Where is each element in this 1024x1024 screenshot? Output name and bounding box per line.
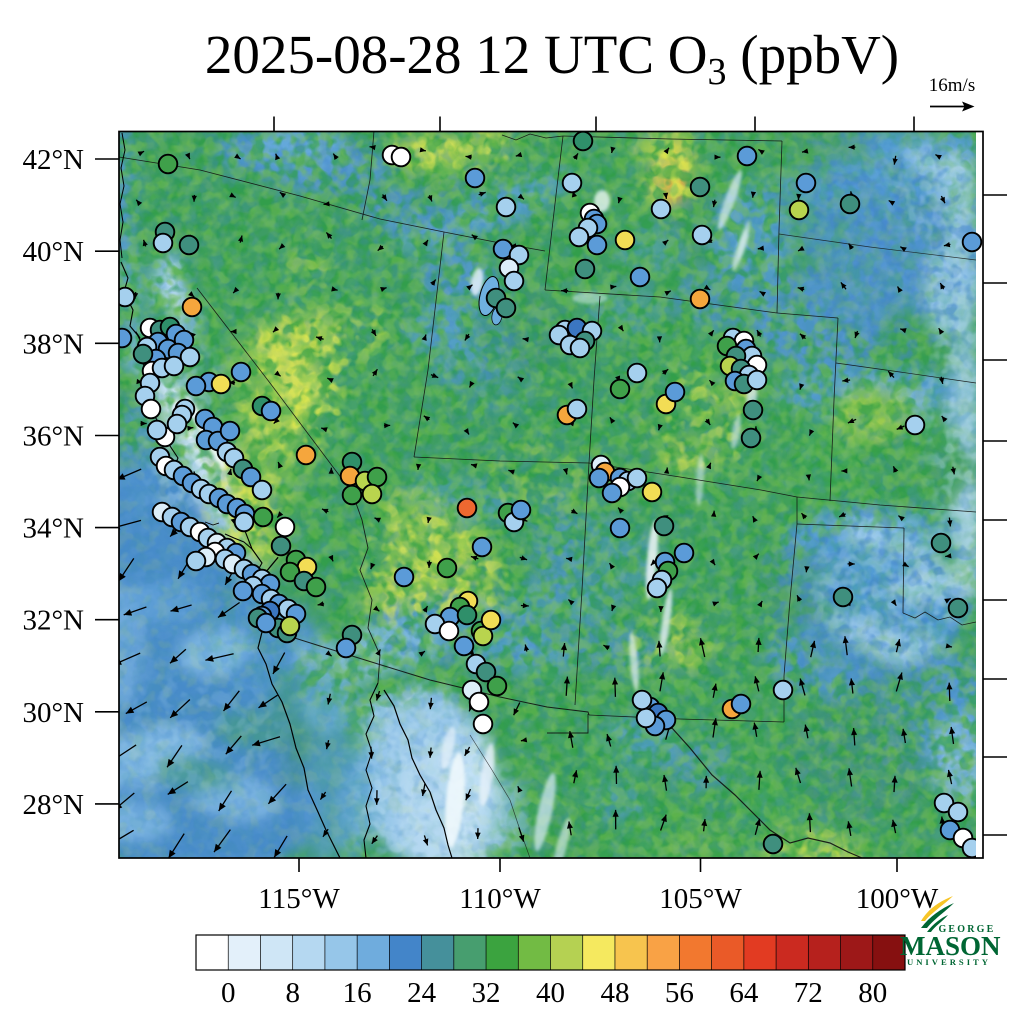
svg-text:UNIVERSITY: UNIVERSITY — [907, 957, 991, 967]
svg-text:105°W: 105°W — [659, 883, 742, 915]
svg-text:40°N: 40°N — [22, 236, 84, 268]
svg-text:72: 72 — [794, 977, 823, 1009]
svg-text:GEORGE: GEORGE — [938, 924, 995, 935]
svg-text:36°N: 36°N — [22, 421, 84, 453]
svg-text:30°N: 30°N — [22, 697, 84, 729]
svg-text:80: 80 — [858, 977, 887, 1009]
svg-text:100°W: 100°W — [856, 883, 939, 915]
svg-text:24: 24 — [407, 977, 437, 1009]
svg-text:0: 0 — [221, 977, 236, 1009]
svg-text:64: 64 — [729, 977, 759, 1009]
svg-text:115°W: 115°W — [258, 883, 340, 915]
svg-text:2025-08-28 12 UTC O3 (ppbV): 2025-08-28 12 UTC O3 (ppbV) — [205, 24, 899, 93]
svg-text:42°N: 42°N — [22, 144, 84, 176]
svg-text:16m/s: 16m/s — [929, 75, 975, 96]
svg-text:56: 56 — [665, 977, 694, 1009]
svg-text:38°N: 38°N — [22, 328, 84, 360]
svg-text:110°W: 110°W — [459, 883, 541, 915]
svg-text:28°N: 28°N — [22, 789, 84, 821]
svg-text:48: 48 — [601, 977, 630, 1009]
svg-text:32: 32 — [472, 977, 501, 1009]
svg-text:8: 8 — [285, 977, 300, 1009]
svg-text:MASON: MASON — [900, 931, 1001, 961]
svg-text:34°N: 34°N — [22, 513, 84, 545]
svg-text:32°N: 32°N — [22, 605, 84, 637]
svg-text:16: 16 — [343, 977, 372, 1009]
svg-text:40: 40 — [536, 977, 565, 1009]
